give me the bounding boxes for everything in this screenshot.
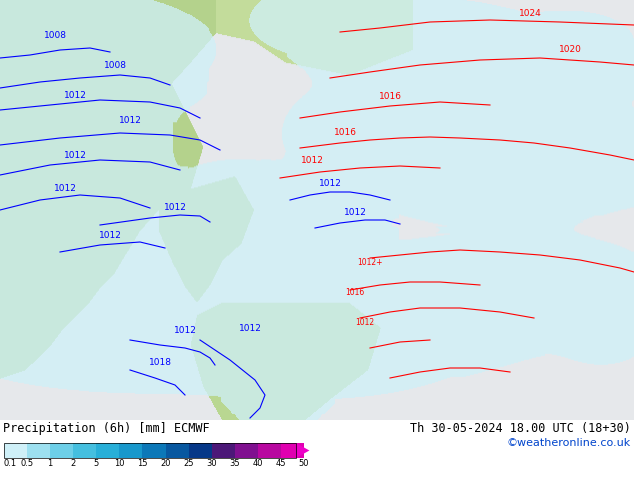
- Text: 1020: 1020: [559, 46, 581, 54]
- Text: 0.5: 0.5: [20, 459, 34, 468]
- Text: 1008: 1008: [103, 60, 127, 70]
- Text: Th 30-05-2024 18.00 UTC (18+30): Th 30-05-2024 18.00 UTC (18+30): [410, 422, 631, 435]
- Text: 2: 2: [70, 459, 76, 468]
- Text: 50: 50: [299, 459, 309, 468]
- Bar: [96, 443, 119, 458]
- Text: 30: 30: [207, 459, 217, 468]
- Bar: [281, 443, 304, 458]
- Text: 20: 20: [160, 459, 171, 468]
- Text: 35: 35: [230, 459, 240, 468]
- Text: 1012: 1012: [119, 116, 141, 124]
- Text: 1012+: 1012+: [357, 258, 383, 267]
- Bar: [189, 443, 212, 458]
- Text: 1018: 1018: [148, 358, 172, 367]
- Bar: [119, 443, 143, 458]
- Bar: [4, 443, 27, 458]
- Text: 1016: 1016: [378, 92, 401, 100]
- Bar: [212, 443, 235, 458]
- Bar: [143, 443, 165, 458]
- Text: ©weatheronline.co.uk: ©weatheronline.co.uk: [507, 438, 631, 448]
- Text: 1012: 1012: [164, 202, 186, 212]
- Text: 45: 45: [276, 459, 286, 468]
- Text: 1012: 1012: [356, 318, 375, 326]
- Polygon shape: [296, 443, 309, 458]
- Bar: [50, 443, 74, 458]
- Text: 1016: 1016: [346, 288, 365, 296]
- Text: 40: 40: [252, 459, 263, 468]
- Text: 10: 10: [114, 459, 125, 468]
- Text: 0.1: 0.1: [4, 459, 17, 468]
- Bar: [165, 443, 189, 458]
- Bar: [235, 443, 258, 458]
- Text: 1024: 1024: [519, 9, 541, 19]
- Text: 5: 5: [94, 459, 99, 468]
- Text: 15: 15: [137, 459, 148, 468]
- Bar: [74, 443, 96, 458]
- Text: 1008: 1008: [44, 30, 67, 40]
- Text: 1012: 1012: [98, 230, 122, 240]
- Text: 25: 25: [183, 459, 194, 468]
- Text: 1012: 1012: [238, 323, 261, 333]
- Text: 1012: 1012: [344, 207, 366, 217]
- Bar: [258, 443, 281, 458]
- Text: 1012: 1012: [63, 91, 86, 99]
- Text: 1012: 1012: [301, 155, 323, 165]
- Text: 1012: 1012: [318, 178, 342, 188]
- Bar: [27, 443, 50, 458]
- Text: 1: 1: [48, 459, 53, 468]
- Text: 1016: 1016: [333, 127, 356, 137]
- Bar: [4, 443, 296, 458]
- Text: 1012: 1012: [174, 325, 197, 335]
- Text: Precipitation (6h) [mm] ECMWF: Precipitation (6h) [mm] ECMWF: [3, 422, 210, 435]
- Text: 1012: 1012: [63, 150, 86, 160]
- Text: 1012: 1012: [53, 183, 77, 193]
